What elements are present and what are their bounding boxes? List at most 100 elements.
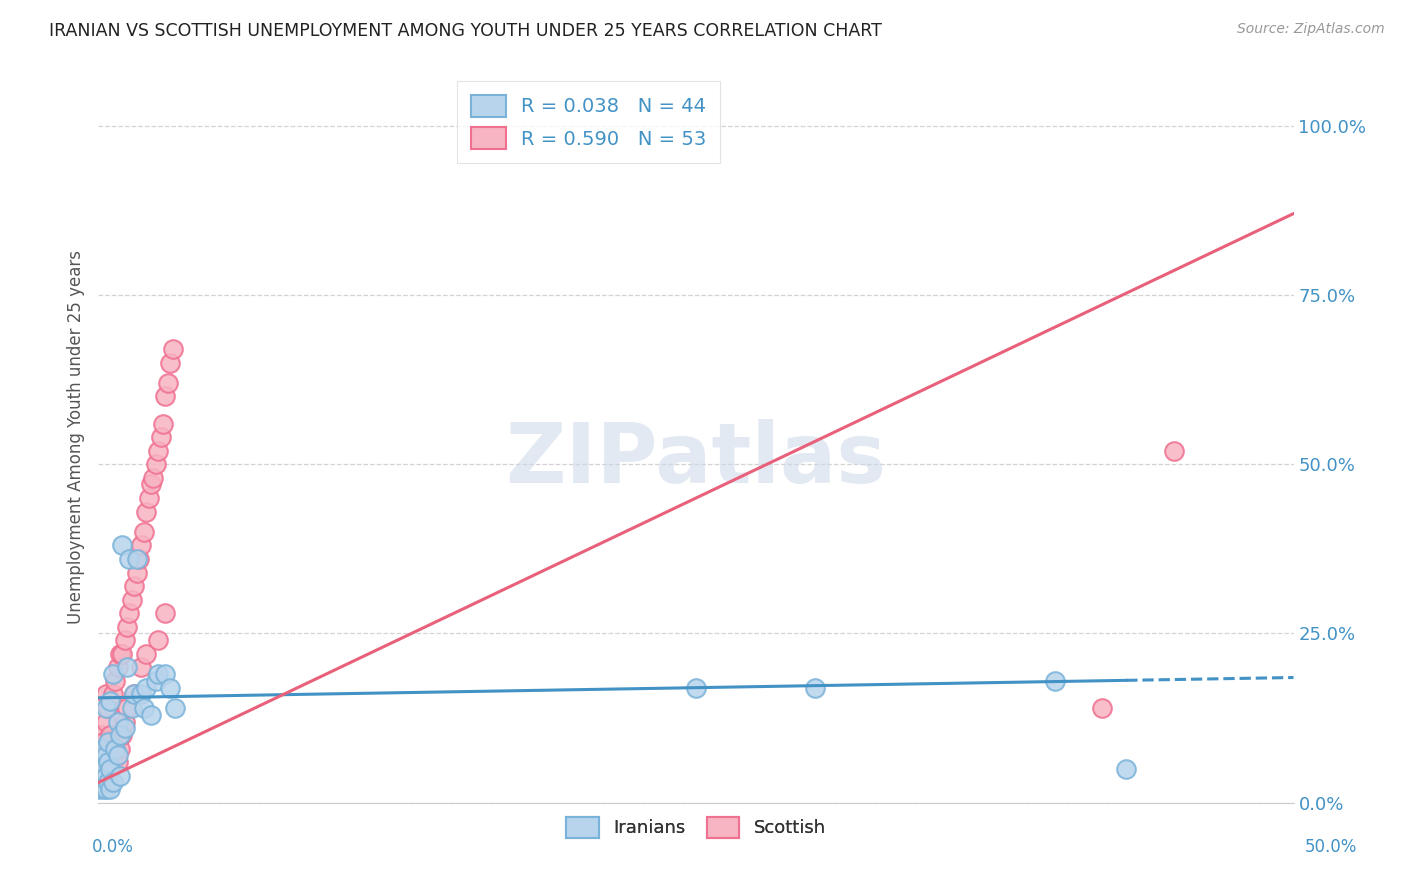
Point (131, 538, 153, 552)
Text: 50.0%: 50.0% (1305, 838, 1357, 855)
Point (90, 755, 112, 769)
Point (131, 660, 153, 674)
Point (107, 714, 129, 729)
Point (121, 592, 143, 607)
Point (94, 782, 117, 797)
Point (87, 741, 110, 756)
Text: Source: ZipAtlas.com: Source: ZipAtlas.com (1237, 22, 1385, 37)
Point (804, 681, 827, 695)
Point (111, 538, 134, 552)
Point (108, 728, 131, 742)
Point (139, 477, 162, 491)
Point (131, 688, 153, 702)
Point (145, 457, 167, 471)
Point (124, 688, 146, 702)
Point (685, 681, 707, 695)
Point (101, 688, 124, 702)
Point (162, 342, 184, 356)
Point (91, 762, 114, 776)
Point (90, 762, 112, 776)
Point (121, 701, 143, 715)
Point (115, 660, 138, 674)
Point (1115, 762, 1137, 776)
Point (118, 552, 141, 566)
Point (94, 688, 117, 702)
Point (101, 667, 124, 681)
Point (132, 701, 155, 715)
Point (155, 389, 177, 403)
Point (124, 579, 146, 593)
Point (149, 430, 172, 444)
Point (107, 660, 129, 674)
Point (124, 688, 146, 702)
Text: ZIPatlas: ZIPatlas (506, 418, 886, 500)
Point (98, 728, 122, 742)
Point (97, 735, 120, 749)
Legend: Iranians, Scottish: Iranians, Scottish (558, 810, 834, 845)
Point (90, 728, 112, 742)
Point (148, 443, 170, 458)
Point (132, 524, 155, 539)
Point (101, 775, 124, 789)
Point (87, 769, 110, 783)
Point (135, 647, 157, 661)
Point (1163, 443, 1185, 458)
Point (159, 355, 181, 369)
Point (159, 681, 181, 695)
Point (125, 552, 148, 566)
Point (87, 769, 110, 783)
Point (115, 701, 138, 715)
Point (114, 721, 136, 735)
Point (94, 714, 117, 729)
Point (98, 694, 122, 708)
Point (108, 647, 131, 661)
Point (91, 769, 114, 783)
Point (94, 701, 117, 715)
Point (104, 673, 127, 688)
Point (155, 606, 177, 620)
Text: IRANIAN VS SCOTTISH UNEMPLOYMENT AMONG YOUTH UNDER 25 YEARS CORRELATION CHART: IRANIAN VS SCOTTISH UNEMPLOYMENT AMONG Y… (49, 22, 882, 40)
Point (98, 762, 122, 776)
Point (90, 775, 112, 789)
Point (98, 782, 122, 797)
Point (139, 707, 162, 722)
Point (163, 701, 186, 715)
Point (118, 606, 141, 620)
Point (97, 748, 120, 763)
Point (142, 471, 165, 485)
Point (145, 673, 167, 688)
Point (104, 741, 127, 756)
Point (108, 741, 131, 756)
Point (98, 762, 122, 776)
Point (155, 667, 177, 681)
Point (101, 755, 124, 769)
Point (1043, 673, 1066, 688)
Point (94, 748, 117, 763)
Point (111, 647, 134, 661)
Point (148, 633, 170, 648)
Point (94, 755, 117, 769)
Point (97, 755, 120, 769)
Point (115, 620, 138, 634)
Point (87, 782, 110, 797)
Y-axis label: Unemployment Among Youth under 25 years: Unemployment Among Youth under 25 years (66, 250, 84, 624)
Point (152, 417, 174, 431)
Point (94, 769, 117, 783)
Point (91, 735, 114, 749)
Point (114, 714, 136, 729)
Point (114, 633, 136, 648)
Point (97, 775, 120, 789)
Point (135, 505, 157, 519)
Point (91, 741, 114, 756)
Point (148, 667, 170, 681)
Point (128, 552, 150, 566)
Point (156, 376, 179, 390)
Point (108, 769, 131, 783)
Point (1091, 701, 1114, 715)
Point (125, 566, 148, 580)
Point (91, 782, 114, 797)
Text: 0.0%: 0.0% (91, 838, 134, 855)
Point (111, 728, 134, 742)
Point (104, 741, 127, 756)
Point (107, 755, 129, 769)
